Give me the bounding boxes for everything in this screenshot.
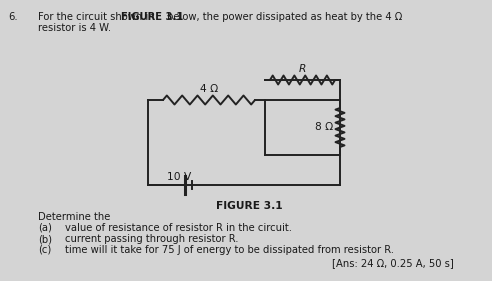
Text: Determine the: Determine the: [38, 212, 110, 222]
Text: time will it take for 75 J of energy to be dissipated from resistor R.: time will it take for 75 J of energy to …: [65, 245, 394, 255]
Text: value of resistance of resistor R in the circuit.: value of resistance of resistor R in the…: [65, 223, 292, 233]
Text: 4 Ω: 4 Ω: [200, 84, 218, 94]
Text: R: R: [299, 64, 306, 74]
Text: resistor is 4 W.: resistor is 4 W.: [38, 23, 111, 33]
Text: 10 V: 10 V: [167, 172, 191, 182]
Text: 8 Ω: 8 Ω: [315, 123, 333, 133]
Text: below, the power dissipated as heat by the 4 Ω: below, the power dissipated as heat by t…: [164, 12, 402, 22]
Text: FIGURE 3.1: FIGURE 3.1: [121, 12, 184, 22]
Text: FIGURE 3.1: FIGURE 3.1: [215, 201, 282, 211]
Text: (c): (c): [38, 245, 51, 255]
Text: (b): (b): [38, 234, 52, 244]
Text: (a): (a): [38, 223, 52, 233]
Text: For the circuit shown in: For the circuit shown in: [38, 12, 158, 22]
Text: current passing through resistor R.: current passing through resistor R.: [65, 234, 239, 244]
Text: 6.: 6.: [8, 12, 18, 22]
Text: [Ans: 24 Ω, 0.25 A, 50 s]: [Ans: 24 Ω, 0.25 A, 50 s]: [332, 258, 454, 268]
